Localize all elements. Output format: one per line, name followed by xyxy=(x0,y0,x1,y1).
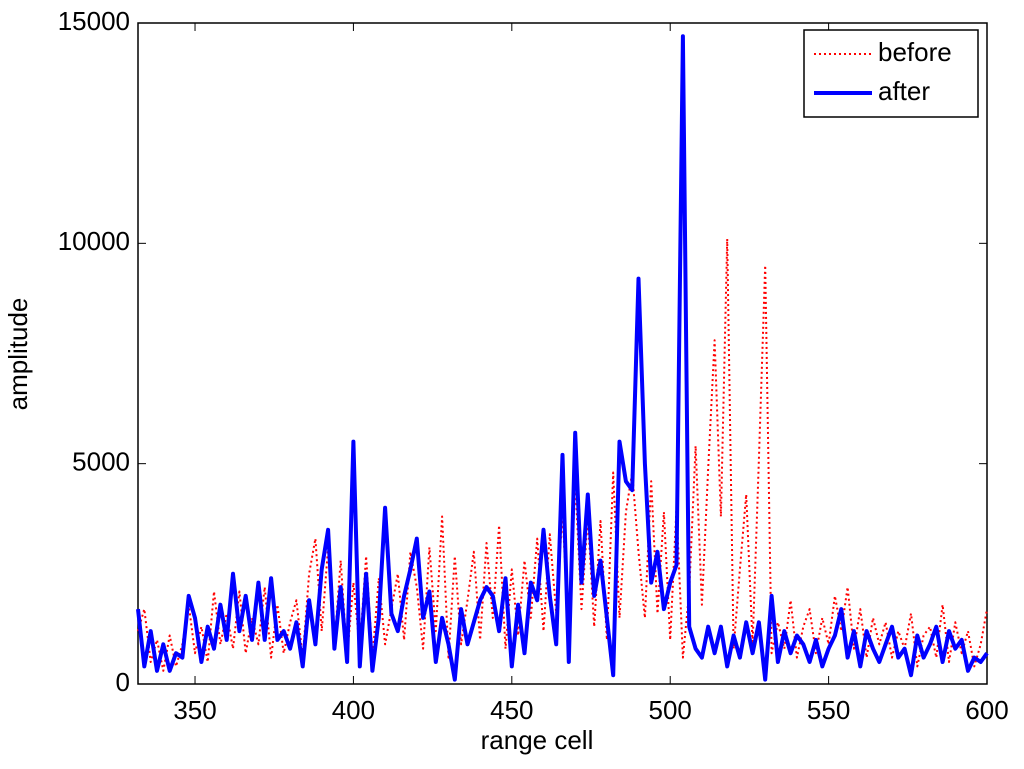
x-axis-label: range cell xyxy=(481,725,594,755)
legend-label: before xyxy=(878,37,952,67)
series-line xyxy=(136,34,989,682)
x-tick-label: 350 xyxy=(173,695,216,725)
x-tick-label: 500 xyxy=(649,695,692,725)
x-tick-label: 450 xyxy=(490,695,533,725)
legend-label: after xyxy=(878,76,930,106)
y-tick-label: 5000 xyxy=(72,447,130,477)
legend-box xyxy=(803,29,979,118)
y-tick-label: 10000 xyxy=(58,226,130,256)
y-axis-label: amplitude xyxy=(3,298,33,411)
y-tick-label: 0 xyxy=(116,667,130,697)
x-tick-label: 600 xyxy=(965,695,1008,725)
x-tick-label: 550 xyxy=(807,695,850,725)
plot-area xyxy=(137,22,988,685)
y-tick-label: 15000 xyxy=(58,6,130,36)
x-tick-label: 400 xyxy=(332,695,375,725)
